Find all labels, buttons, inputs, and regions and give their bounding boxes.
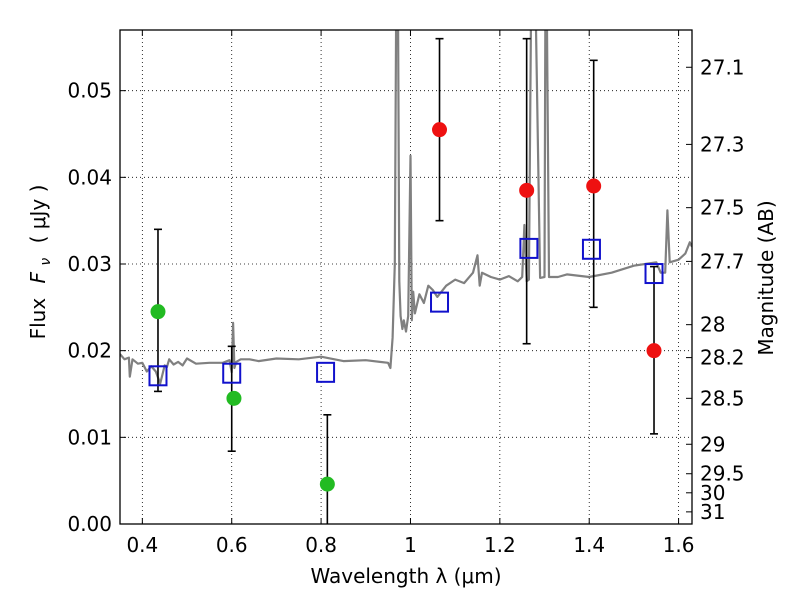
x-tick-labels: 0.4 0.6 0.8 1 1.2 1.4 1.6: [126, 533, 694, 557]
model-band-point: [222, 362, 242, 384]
x-tick-label: 1.6: [663, 533, 695, 557]
y-tick-label: 0.04: [67, 165, 112, 189]
y-tick-label: 0.05: [67, 79, 112, 103]
error-bars: [153, 37, 659, 524]
magnitude-tick-label: 29.5: [700, 462, 745, 486]
model-band-point: [644, 263, 664, 285]
flux-point: [150, 304, 166, 320]
flux-point: [432, 122, 448, 138]
magnitude-tick-label: 28.5: [700, 386, 745, 410]
model-band-point: [148, 365, 168, 387]
y-tick-label: 0.03: [67, 252, 112, 276]
magnitude-tick-label: 27.1: [700, 55, 745, 79]
flux-point: [586, 178, 602, 194]
model-band-point: [316, 361, 336, 383]
flux-point: [646, 343, 662, 359]
y-tick-label: 0.01: [67, 425, 112, 449]
x-tick-label: 0.8: [305, 533, 337, 557]
plot-frame: [119, 29, 693, 525]
y-axis-title-prefix: Flux: [26, 298, 50, 340]
y-tick-label: 0.00: [67, 512, 112, 536]
x-tick-label: 1: [404, 533, 417, 557]
model-spectrum: [120, 30, 692, 385]
right-axis-title: Magnitude (AB): [754, 200, 778, 355]
y-axis-title-symbol: F: [26, 271, 50, 283]
y-axis-title: Flux F ν ( μJy ): [26, 185, 55, 340]
magnitude-tick-label: 28: [700, 313, 725, 337]
data-points: [148, 122, 664, 492]
x-tick-label: 0.6: [216, 533, 248, 557]
x-axis-title: Wavelength λ (μm): [310, 564, 501, 588]
magnitude-tick-label: 27.5: [700, 196, 745, 220]
x-tick-label: 1.4: [573, 533, 605, 557]
y-axis-title-unit: ( μJy ): [26, 185, 50, 244]
flux-point: [319, 476, 335, 492]
y-axis-title-subscript: ν: [38, 258, 54, 266]
magnitude-tick-label: 31: [700, 500, 725, 524]
model-band-point: [430, 291, 450, 313]
model-spectrum-line: [120, 30, 692, 385]
magnitude-tick-label: 27.7: [700, 249, 745, 273]
magnitude-tick-label: 30: [700, 481, 725, 505]
x-tick-label: 0.4: [126, 533, 158, 557]
y-tick-labels: 0.00 0.01 0.02 0.03 0.04 0.05: [67, 79, 112, 536]
magnitude-tick-label: 28.2: [700, 346, 745, 370]
x-tick-label: 1.2: [484, 533, 516, 557]
y-tick-label: 0.02: [67, 339, 112, 363]
grid: [120, 30, 692, 525]
model-band-point: [581, 238, 601, 260]
axis-ticks: [120, 30, 692, 525]
flux-point: [226, 390, 242, 406]
magnitude-tick-label: 27.3: [700, 132, 745, 156]
magnitude-tick-label: 29: [700, 432, 725, 456]
flux-point: [519, 182, 535, 198]
model-band-point: [519, 237, 539, 259]
